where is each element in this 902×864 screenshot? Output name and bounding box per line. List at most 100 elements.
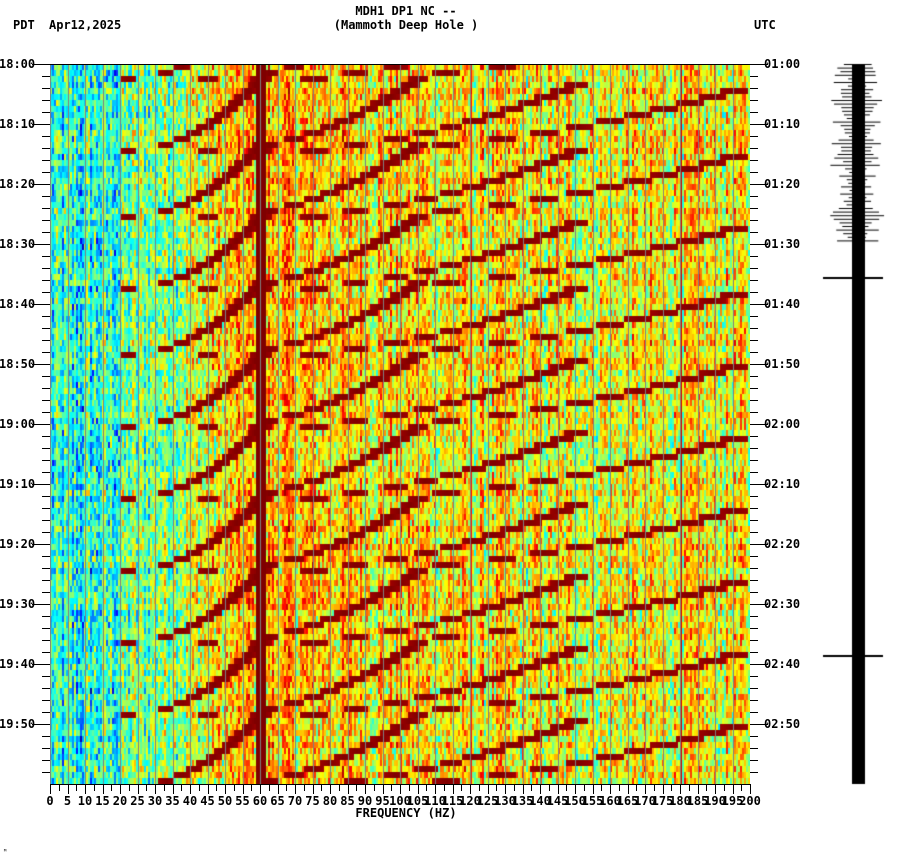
left-time-tick [32,124,50,125]
right-time-tick [750,388,758,389]
frequency-label: 60 [252,794,268,808]
left-time-tick [32,424,50,425]
left-time-label: 18:40 [0,297,36,311]
frequency-label: 185 [686,794,709,808]
left-time-tick [42,268,50,269]
frequency-tick [558,784,559,794]
left-time-tick [42,676,50,677]
right-time-tick [750,628,758,629]
frequency-label: 0 [46,794,54,808]
frequency-tick [689,784,690,791]
right-time-label: 01:10 [764,117,801,131]
frequency-tick [85,784,86,794]
frequency-tick [514,784,515,791]
right-time-tick [750,112,758,113]
left-time-tick [42,256,50,257]
left-time-tick [32,64,50,65]
left-time-tick [42,232,50,233]
frequency-label: 55 [235,794,250,808]
frequency-tick [593,784,594,794]
left-time-tick [42,712,50,713]
right-time-tick [750,448,758,449]
frequency-tick [120,784,121,794]
left-time-tick [42,460,50,461]
left-time-tick [32,304,50,305]
frequency-tick [295,784,296,794]
right-time-tick [750,196,758,197]
right-time-tick [750,736,758,737]
frequency-label: 155 [581,794,604,808]
frequency-tick [461,784,462,791]
frequency-tick [94,784,95,791]
left-timezone-label: PDT [13,18,35,32]
frequency-tick [339,784,340,791]
right-time-tick [750,676,758,677]
left-time-tick [42,736,50,737]
frequency-label: 170 [634,794,656,808]
frequency-tick [426,784,427,791]
right-time-tick [750,544,768,545]
frequency-label: 100 [389,794,411,808]
right-time-tick [750,292,758,293]
frequency-tick [671,784,672,791]
left-time-tick [32,244,50,245]
frequency-tick [663,784,664,794]
frequency-label: 75 [305,794,320,808]
left-time-label: 19:00 [0,417,36,431]
right-time-tick [750,760,758,761]
frequency-label: 80 [322,794,338,808]
right-time-tick [750,604,768,605]
left-time-tick [42,76,50,77]
frequency-tick [76,784,77,791]
right-time-tick [750,328,758,329]
frequency-label: 40 [182,794,198,808]
frequency-tick [706,784,707,791]
frequency-tick [505,784,506,794]
frequency-tick [225,784,226,794]
frequency-label: 95 [375,794,390,808]
frequency-tick [741,784,742,791]
right-time-tick [750,652,758,653]
right-time-label: 02:30 [764,597,801,611]
frequency-tick [313,784,314,794]
right-time-tick [750,412,758,413]
frequency-tick [146,784,147,791]
right-time-tick [750,700,758,701]
right-time-tick [750,532,758,533]
left-time-label: 18:30 [0,237,36,251]
frequency-tick [496,784,497,791]
right-time-tick [750,616,758,617]
frequency-tick [216,784,217,791]
seismogram-canvas [810,60,902,790]
frequency-label: 190 [704,794,726,808]
left-time-tick [42,328,50,329]
right-time-tick [750,496,758,497]
left-time-tick [42,556,50,557]
left-time-tick [32,604,50,605]
frequency-label: 15 [95,794,110,808]
frequency-label: 50 [217,794,233,808]
right-time-tick [750,376,758,377]
frequency-label: 65 [270,794,285,808]
left-time-tick [42,160,50,161]
frequency-label: 130 [494,794,516,808]
right-time-tick [750,88,758,89]
frequency-tick [610,784,611,794]
right-time-tick [750,724,768,725]
left-time-tick [42,88,50,89]
frequency-tick [409,784,410,791]
right-time-tick [750,160,758,161]
corner-mark: ᴹ [3,848,8,856]
right-time-label: 02:00 [764,417,801,431]
frequency-label: 195 [721,794,744,808]
frequency-label: 110 [424,794,446,808]
frequency-label: 180 [669,794,691,808]
right-time-tick [750,472,758,473]
frequency-tick [645,784,646,794]
seismogram-trace [810,60,902,790]
frequency-tick [698,784,699,794]
frequency-tick [138,784,139,794]
left-time-tick [42,640,50,641]
frequency-tick [278,784,279,794]
right-time-tick [750,148,758,149]
